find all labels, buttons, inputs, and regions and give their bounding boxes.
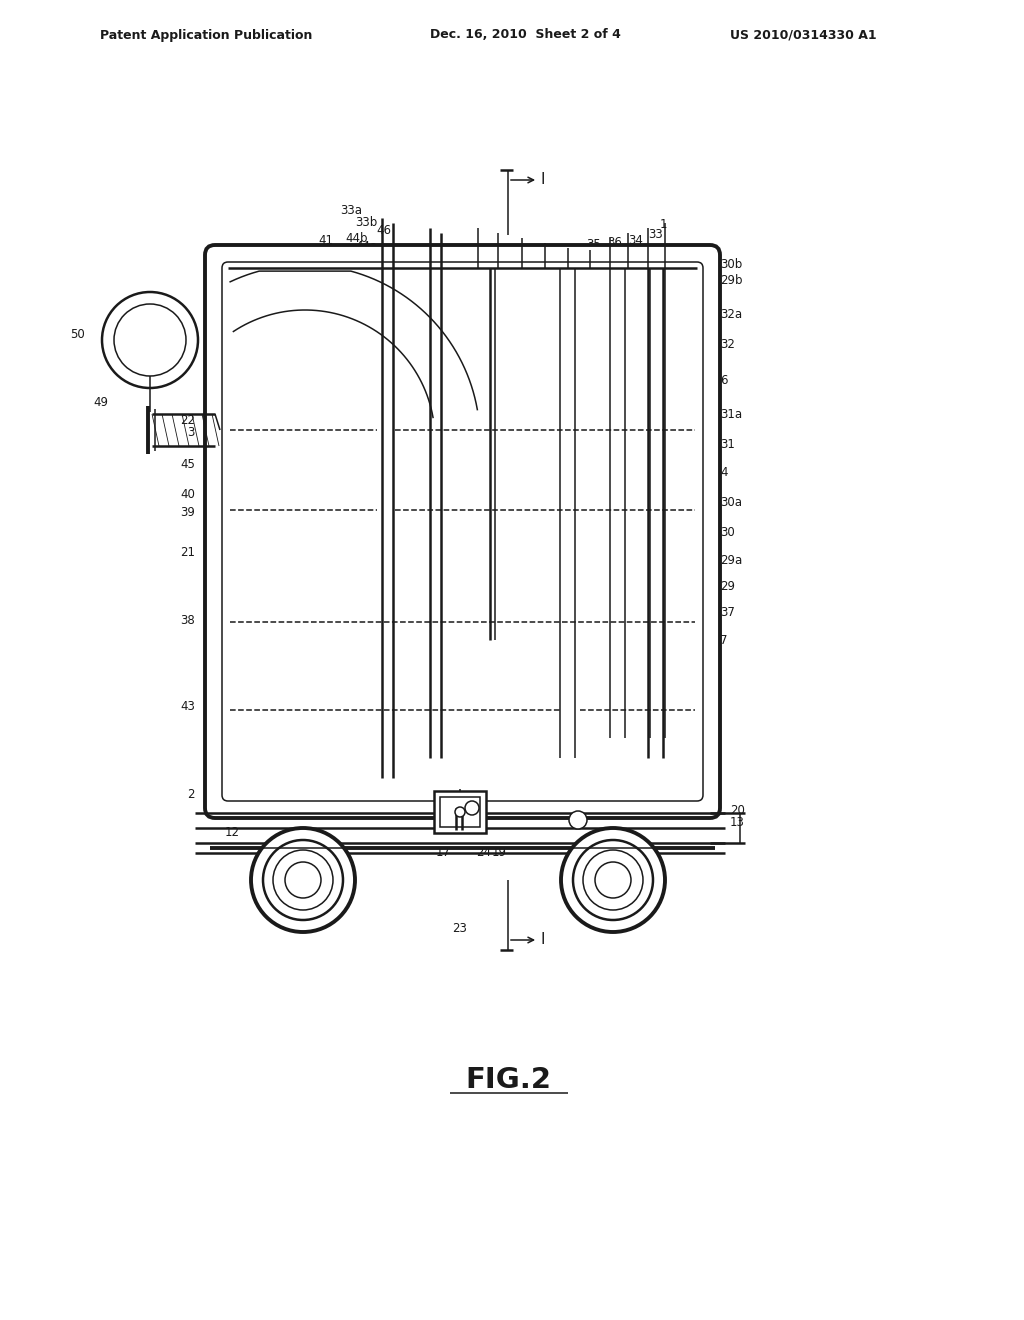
Text: 36: 36 <box>607 236 622 249</box>
Text: 34: 34 <box>628 234 643 247</box>
Circle shape <box>561 828 665 932</box>
Circle shape <box>273 850 333 909</box>
Text: 19: 19 <box>492 846 507 858</box>
Text: 45: 45 <box>180 458 195 471</box>
Circle shape <box>465 801 479 814</box>
Text: 30: 30 <box>720 525 735 539</box>
Text: 4: 4 <box>720 466 727 479</box>
Text: 21: 21 <box>180 545 195 558</box>
Text: Patent Application Publication: Patent Application Publication <box>100 29 312 41</box>
Text: 44: 44 <box>337 248 352 260</box>
Text: 31: 31 <box>720 438 735 451</box>
Text: 30b: 30b <box>720 259 742 272</box>
Circle shape <box>569 810 587 829</box>
Bar <box>440 797 480 828</box>
Text: 7: 7 <box>720 634 727 647</box>
Text: 38: 38 <box>180 614 195 627</box>
Text: 2: 2 <box>187 788 195 801</box>
Text: 43: 43 <box>180 700 195 713</box>
Circle shape <box>285 862 321 898</box>
Text: 44b: 44b <box>345 231 368 244</box>
Text: 46: 46 <box>376 223 391 236</box>
Text: 10b: 10b <box>602 921 625 935</box>
Text: FIG.2: FIG.2 <box>465 1067 551 1094</box>
Text: 10a: 10a <box>292 921 314 935</box>
Text: 49: 49 <box>93 396 108 409</box>
Text: 35: 35 <box>586 238 601 251</box>
FancyBboxPatch shape <box>205 246 720 818</box>
Circle shape <box>583 850 643 909</box>
Text: 3: 3 <box>187 426 195 440</box>
Text: 50: 50 <box>71 329 85 342</box>
Text: 29b: 29b <box>720 273 742 286</box>
Text: 6: 6 <box>720 374 727 387</box>
Circle shape <box>263 840 343 920</box>
Text: 32a: 32a <box>720 309 742 322</box>
Text: 32: 32 <box>720 338 735 351</box>
Text: 44a: 44a <box>355 239 377 252</box>
Text: 29a: 29a <box>720 553 742 566</box>
Text: 29: 29 <box>720 581 735 594</box>
Text: 37: 37 <box>720 606 735 619</box>
Circle shape <box>114 304 186 376</box>
Circle shape <box>455 807 465 817</box>
Text: 1: 1 <box>660 219 668 231</box>
Circle shape <box>573 840 653 920</box>
Text: 39: 39 <box>180 506 195 519</box>
Text: 9: 9 <box>211 808 218 821</box>
Circle shape <box>102 292 198 388</box>
Text: 33: 33 <box>648 228 663 242</box>
Text: 11: 11 <box>278 903 293 916</box>
Text: 33b: 33b <box>355 215 377 228</box>
Text: 20: 20 <box>730 804 744 817</box>
Text: Dec. 16, 2010  Sheet 2 of 4: Dec. 16, 2010 Sheet 2 of 4 <box>430 29 621 41</box>
Bar <box>434 791 486 833</box>
Text: z: z <box>298 874 304 887</box>
Text: 12: 12 <box>225 826 240 840</box>
Text: 18: 18 <box>637 903 652 916</box>
Text: 24: 24 <box>476 846 490 858</box>
Text: 31a: 31a <box>720 408 742 421</box>
Circle shape <box>595 862 631 898</box>
Text: 23: 23 <box>453 921 467 935</box>
Text: 22: 22 <box>180 413 195 426</box>
Text: 30a: 30a <box>720 495 742 508</box>
Circle shape <box>251 828 355 932</box>
Text: z: z <box>608 874 614 887</box>
Text: US 2010/0314330 A1: US 2010/0314330 A1 <box>730 29 877 41</box>
Text: I: I <box>541 173 546 187</box>
Text: 41: 41 <box>318 234 333 247</box>
Text: 40: 40 <box>180 488 195 502</box>
Text: I: I <box>541 932 546 948</box>
Text: 13: 13 <box>730 816 744 829</box>
Text: 33a: 33a <box>340 203 362 216</box>
Text: 17: 17 <box>436 846 451 858</box>
